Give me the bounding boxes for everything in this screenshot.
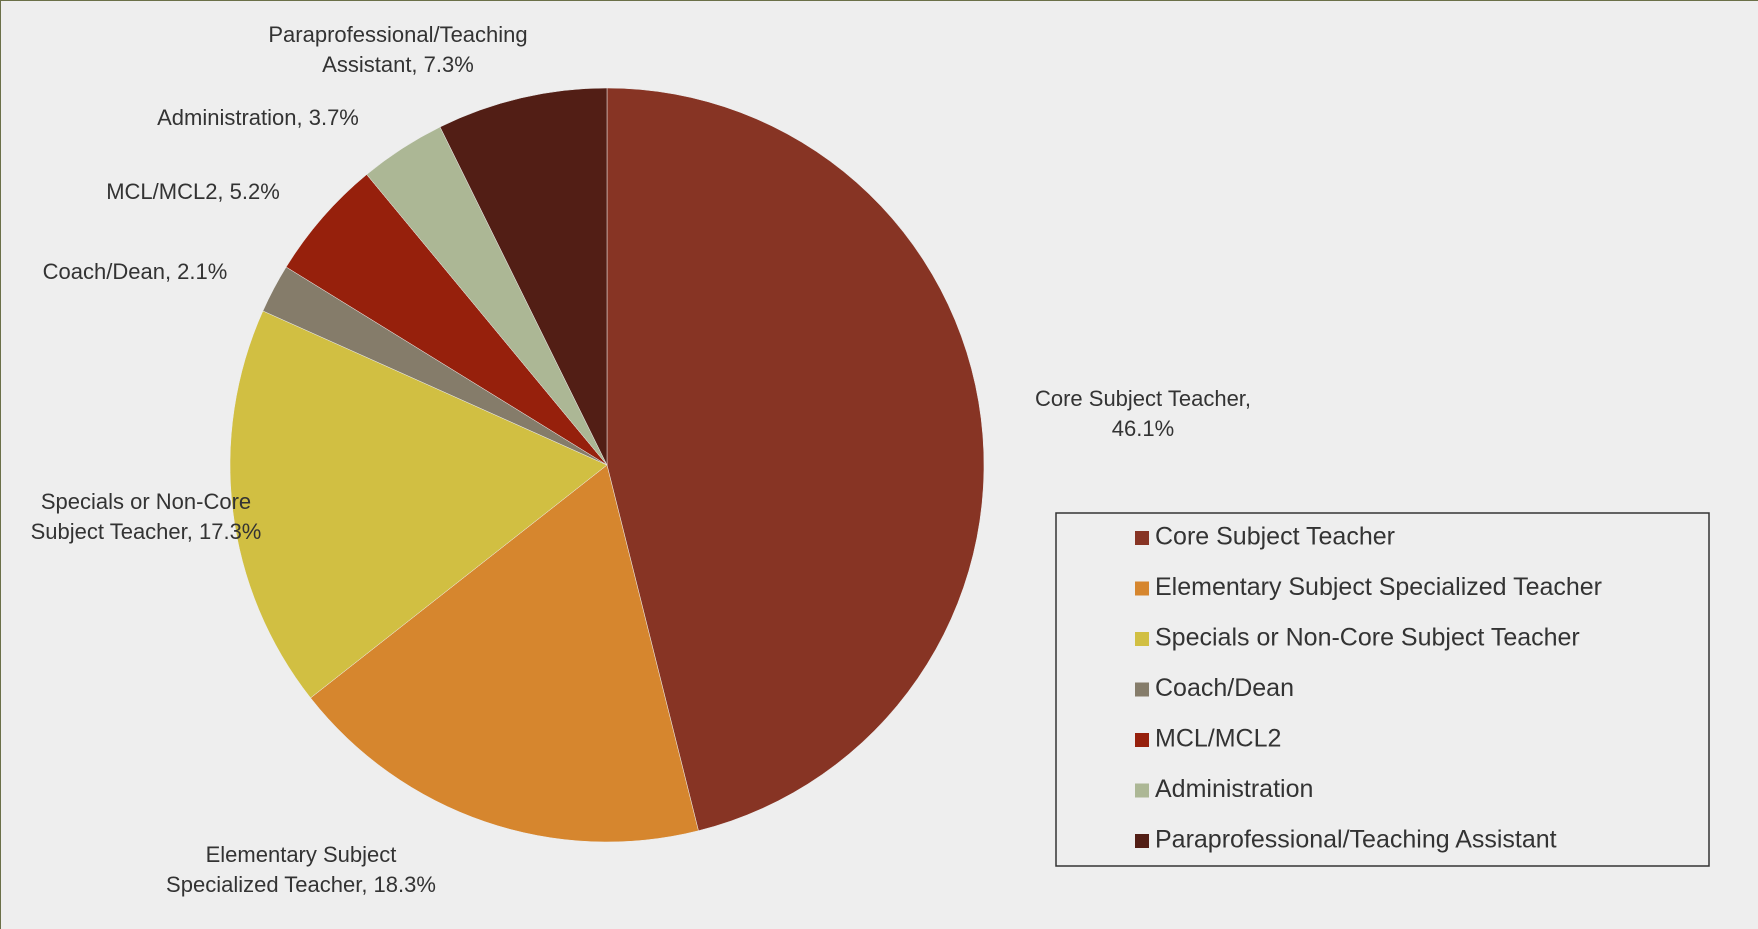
- legend-swatch: [1135, 632, 1149, 646]
- legend-swatch: [1135, 733, 1149, 747]
- legend-label: Administration: [1155, 775, 1313, 803]
- legend-box: [1055, 512, 1710, 867]
- legend-label: Elementary Subject Specialized Teacher: [1155, 573, 1602, 601]
- pie-slice: [606, 87, 985, 832]
- legend-label: MCL/MCL2: [1155, 725, 1281, 753]
- pie-slice: [229, 310, 608, 699]
- data-label: Administration, 3.7%: [157, 105, 359, 130]
- legend-swatch: [1135, 783, 1149, 798]
- data-label: MCL/MCL2, 5.2%: [106, 179, 280, 204]
- legend-swatch: [1135, 531, 1149, 545]
- data-label: Coach/Dean, 2.1%: [43, 259, 228, 284]
- legend-label: Specials or Non-Core Subject Teacher: [1155, 624, 1580, 652]
- legend-swatch: [1135, 682, 1149, 697]
- legend-label: Core Subject Teacher: [1155, 523, 1395, 551]
- data-label: Paraprofessional/Teaching Assistant, 7.3%: [268, 22, 527, 77]
- legend-swatch: [1135, 834, 1149, 848]
- legend-label: Coach/Dean: [1155, 674, 1294, 702]
- legend-swatch: [1135, 581, 1149, 596]
- legend-label: Paraprofessional/Teaching Assistant: [1155, 826, 1557, 854]
- data-label: Specials or Non-Core Subject Teacher, 17.…: [31, 489, 262, 544]
- pie-slice: [439, 87, 608, 466]
- pie-slice: [310, 464, 699, 843]
- data-label: Elementary Subject Specialized Teacher, 1…: [166, 842, 436, 897]
- data-label: Core Subject Teacher, 46.1%: [1035, 386, 1251, 441]
